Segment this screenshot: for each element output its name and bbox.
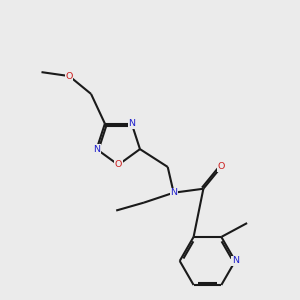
Text: O: O xyxy=(115,160,122,169)
Text: N: N xyxy=(170,188,177,197)
Text: N: N xyxy=(128,119,135,128)
Text: N: N xyxy=(232,256,239,266)
Text: O: O xyxy=(65,72,73,81)
Text: N: N xyxy=(93,145,100,154)
Text: O: O xyxy=(218,162,225,171)
